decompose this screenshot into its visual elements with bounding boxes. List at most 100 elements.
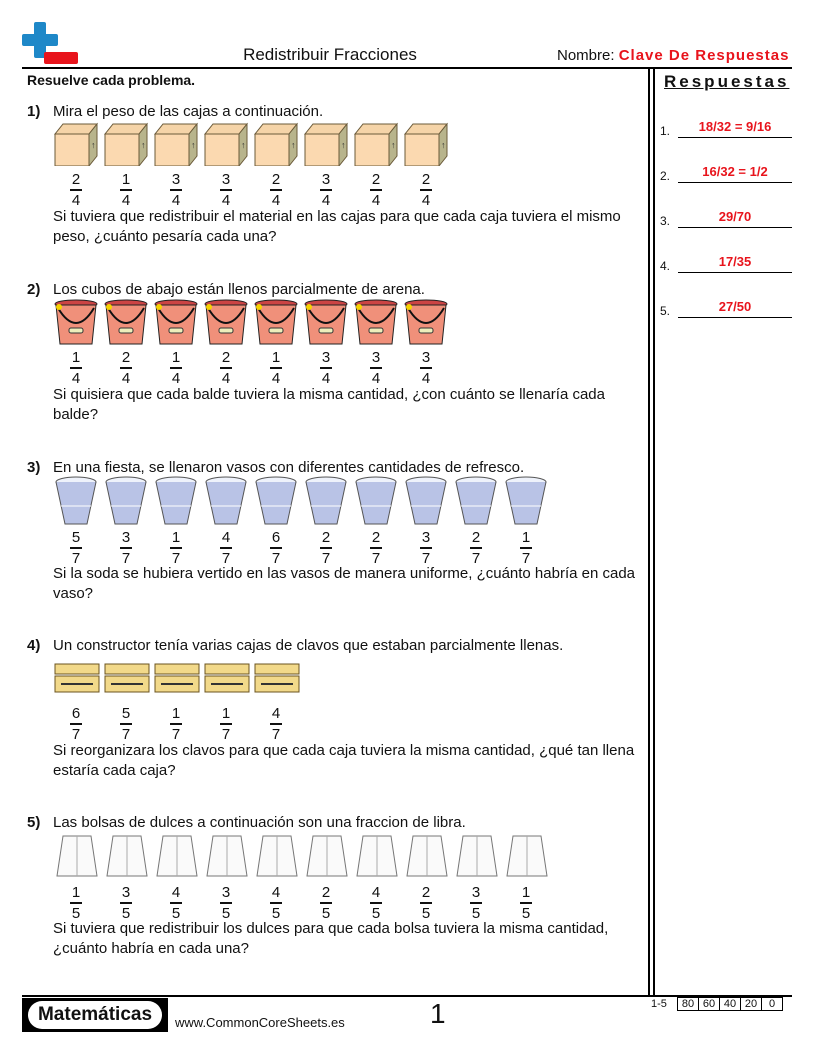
brand-text: Matemáticas xyxy=(28,1001,162,1029)
nail-box-icon xyxy=(253,662,300,699)
denominator: 4 xyxy=(371,191,381,209)
cup-icon xyxy=(503,476,549,531)
cup-icon xyxy=(103,476,149,531)
score-cell: 80 xyxy=(681,998,695,1010)
bag-icon xyxy=(503,832,549,883)
bucket-icon xyxy=(153,298,199,351)
answer-value: 16/32 = 1/2 xyxy=(702,164,768,179)
numerator: 1 xyxy=(271,349,281,366)
instructions: Resuelve cada problema. xyxy=(27,72,196,88)
problem-followup: Si quisiera que cada balde tuviera la mi… xyxy=(53,386,605,423)
name-label: Nombre: xyxy=(557,47,615,64)
denominator: 5 xyxy=(271,904,281,922)
score-cell: 0 xyxy=(761,998,782,1010)
box-icon: ↑ xyxy=(53,122,99,171)
nail-box-icon xyxy=(203,662,250,699)
numerator: 1 xyxy=(71,884,81,901)
denominator: 7 xyxy=(71,549,81,567)
numerator: 3 xyxy=(321,171,331,188)
numerator: 2 xyxy=(71,171,81,188)
numerator: 5 xyxy=(121,705,131,722)
denominator: 7 xyxy=(471,549,481,567)
denominator: 4 xyxy=(121,369,131,387)
svg-text:↑: ↑ xyxy=(441,140,446,150)
problem-question: Los cubos de abajo están llenos parcialm… xyxy=(53,281,425,298)
problem-followup: Si reorganizara los clavos para que cada… xyxy=(53,742,635,779)
cup-icon xyxy=(203,476,249,531)
denominator: 4 xyxy=(421,191,431,209)
denominator: 4 xyxy=(171,369,181,387)
numerator: 2 xyxy=(471,529,481,546)
numerator: 1 xyxy=(521,529,531,546)
answer-value: 27/50 xyxy=(718,299,752,314)
denominator: 5 xyxy=(371,904,381,922)
numerator: 3 xyxy=(371,349,381,366)
score-cell: 20 xyxy=(740,998,761,1010)
cup-icon xyxy=(153,476,199,531)
bag-icon xyxy=(203,832,249,883)
denominator: 7 xyxy=(521,549,531,567)
svg-text:↑: ↑ xyxy=(141,140,146,150)
cup-icon xyxy=(253,476,299,531)
svg-text:↑: ↑ xyxy=(241,140,246,150)
numerator: 6 xyxy=(271,529,281,546)
bucket-icon xyxy=(303,298,349,351)
denominator: 4 xyxy=(271,191,281,209)
answer-number: 5. xyxy=(660,304,671,318)
numerator: 2 xyxy=(421,171,431,188)
problem-question: Mira el peso de las cajas a continuación… xyxy=(53,103,324,120)
answer-item: 5. 27/50 xyxy=(660,278,792,318)
numerator: 3 xyxy=(221,171,231,188)
problem-number: 2) xyxy=(27,281,41,298)
denominator: 5 xyxy=(421,904,431,922)
numerator: 3 xyxy=(221,884,231,901)
svg-text:↑: ↑ xyxy=(391,140,396,150)
bag-icon xyxy=(103,832,149,883)
numerator: 3 xyxy=(121,529,131,546)
box-icon: ↑ xyxy=(353,122,399,171)
bucket-icon xyxy=(103,298,149,351)
bag-icon xyxy=(403,832,449,883)
denominator: 4 xyxy=(421,369,431,387)
answer-number: 2. xyxy=(660,169,671,183)
denominator: 5 xyxy=(521,904,531,922)
answer-item: 3. 29/70 xyxy=(660,188,792,228)
problem-followup: Si tuviera que redistribuir el material … xyxy=(53,208,621,245)
score-table: 80 60 40 20 0 xyxy=(677,997,783,1011)
numerator: 2 xyxy=(371,171,381,188)
denominator: 5 xyxy=(171,904,181,922)
denominator: 7 xyxy=(71,725,81,743)
box-icon: ↑ xyxy=(253,122,299,171)
denominator: 7 xyxy=(421,549,431,567)
denominator: 5 xyxy=(321,904,331,922)
bucket-icon xyxy=(403,298,449,351)
cup-icon xyxy=(303,476,349,531)
problem-followup: Si tuviera que redistribuir los dulces p… xyxy=(53,920,609,957)
bag-icon xyxy=(303,832,349,883)
numerator: 2 xyxy=(371,529,381,546)
numerator: 3 xyxy=(421,529,431,546)
problem-question: En una fiesta, se llenaron vasos con dif… xyxy=(53,459,525,476)
problem-followup: Si la soda se hubiera vertido en las vas… xyxy=(53,565,636,602)
numerator: 2 xyxy=(321,884,331,901)
site-url: www.CommonCoreSheets.es xyxy=(175,1015,345,1030)
